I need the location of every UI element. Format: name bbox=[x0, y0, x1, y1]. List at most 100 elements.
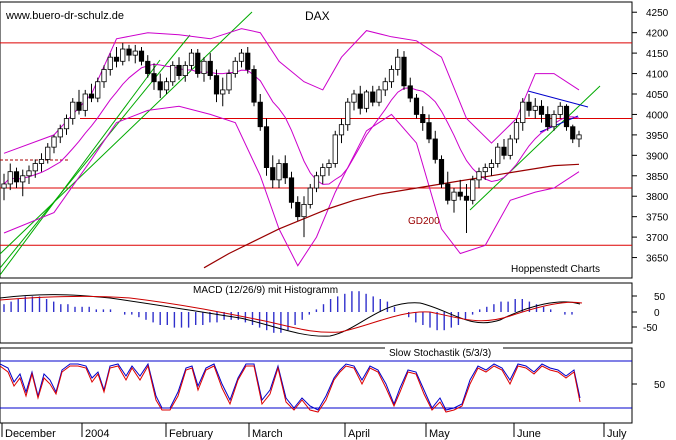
candle bbox=[82, 89, 88, 117]
candle-body bbox=[257, 101, 263, 128]
candle-body bbox=[407, 85, 413, 99]
candle bbox=[476, 167, 482, 189]
candle-body bbox=[476, 171, 482, 181]
candle bbox=[470, 175, 476, 205]
candle-body bbox=[488, 163, 495, 168]
candle-body bbox=[226, 73, 232, 91]
date-label: April bbox=[348, 428, 370, 440]
candle-body bbox=[513, 122, 520, 140]
candle bbox=[57, 124, 63, 144]
candle bbox=[401, 51, 407, 90]
candle bbox=[176, 57, 182, 80]
candle-body bbox=[195, 52, 201, 74]
candle bbox=[195, 49, 201, 78]
candle bbox=[482, 163, 488, 180]
date-axis: December 2004 February March April May June Jul… bbox=[1, 423, 627, 440]
candle bbox=[563, 104, 570, 131]
candle-body bbox=[232, 60, 238, 74]
candle bbox=[576, 130, 582, 148]
macd-tick-label: -50 bbox=[643, 323, 658, 334]
channel-line-middle bbox=[0, 34, 191, 269]
date-label: February bbox=[169, 428, 214, 440]
macd-axis: 50 0 -50 bbox=[632, 292, 666, 334]
candle-body bbox=[307, 187, 313, 205]
candle bbox=[382, 77, 388, 97]
candle-body bbox=[101, 69, 107, 83]
candle bbox=[345, 98, 351, 131]
channel-line-june bbox=[469, 85, 601, 211]
candle-body bbox=[320, 167, 326, 177]
channel-line-lower bbox=[0, 59, 161, 276]
candlesticks bbox=[1, 42, 582, 238]
candle-body bbox=[338, 124, 345, 136]
channel-line-upper bbox=[0, 11, 253, 255]
price-tick-label: 4250 bbox=[646, 8, 669, 19]
candle bbox=[545, 106, 551, 131]
candle-body bbox=[32, 163, 38, 172]
candle-body bbox=[132, 50, 138, 56]
price-tick-label: 3950 bbox=[646, 131, 669, 142]
candle bbox=[107, 53, 113, 76]
candle-body bbox=[282, 163, 288, 179]
stochastic-label: Slow Stochastik (5/3/3) bbox=[389, 348, 491, 359]
candle-body bbox=[457, 191, 463, 197]
stochastic-label-box bbox=[385, 346, 503, 358]
candle-body bbox=[182, 64, 188, 76]
candle bbox=[532, 98, 538, 119]
price-tick-label: 4100 bbox=[646, 70, 669, 81]
candle-body bbox=[482, 167, 488, 173]
price-axis: 3650 3700 3750 3800 3850 3900 3950 4000 4050 4100… bbox=[632, 8, 669, 265]
stochastic-tick-label: 50 bbox=[654, 380, 666, 391]
candle bbox=[301, 196, 307, 238]
candle-body bbox=[213, 75, 220, 95]
candle bbox=[101, 65, 107, 88]
candle-body bbox=[563, 105, 570, 128]
candle-body bbox=[576, 134, 582, 140]
candle bbox=[182, 61, 188, 82]
candle bbox=[520, 98, 526, 131]
candle-body bbox=[20, 175, 26, 183]
price-tick-label: 3650 bbox=[646, 254, 669, 265]
candle bbox=[238, 49, 245, 68]
candle-body bbox=[501, 146, 507, 156]
candle bbox=[113, 46, 120, 68]
candle-body bbox=[276, 163, 282, 181]
bollinger-lower bbox=[3, 105, 580, 267]
wedge-upper bbox=[527, 90, 589, 108]
candle-body bbox=[295, 201, 301, 218]
candle-body bbox=[420, 114, 426, 124]
price-tick-label: 4150 bbox=[646, 49, 669, 60]
candle bbox=[557, 102, 563, 119]
candle-body bbox=[332, 134, 338, 164]
candle bbox=[551, 110, 557, 131]
moving-average-200 bbox=[203, 163, 580, 269]
candle-body bbox=[145, 60, 151, 74]
candle bbox=[276, 159, 282, 189]
candle bbox=[488, 159, 495, 176]
candle-body bbox=[507, 138, 513, 156]
candle-body bbox=[438, 159, 445, 185]
candle bbox=[420, 106, 426, 131]
candle-body bbox=[107, 56, 113, 70]
candle bbox=[495, 143, 501, 168]
candle-body bbox=[432, 138, 438, 160]
date-label: March bbox=[252, 428, 283, 440]
candle bbox=[351, 89, 357, 111]
candle bbox=[432, 130, 438, 164]
macd-panel-frame bbox=[0, 282, 633, 344]
candle bbox=[501, 138, 507, 160]
candle bbox=[257, 94, 263, 131]
candle-body bbox=[263, 126, 270, 169]
macd-label: MACD (12/26/9) mit Histogramm bbox=[193, 285, 338, 296]
candle-body bbox=[345, 101, 351, 126]
candle bbox=[76, 89, 82, 115]
candle-body bbox=[38, 159, 45, 164]
candle bbox=[188, 49, 195, 70]
candle-body bbox=[138, 50, 145, 62]
candle-body bbox=[363, 91, 370, 109]
stochastic-axis: 50 bbox=[632, 380, 666, 391]
candle bbox=[126, 44, 132, 62]
candle bbox=[313, 171, 320, 193]
candle bbox=[95, 77, 101, 103]
candle bbox=[213, 69, 220, 103]
